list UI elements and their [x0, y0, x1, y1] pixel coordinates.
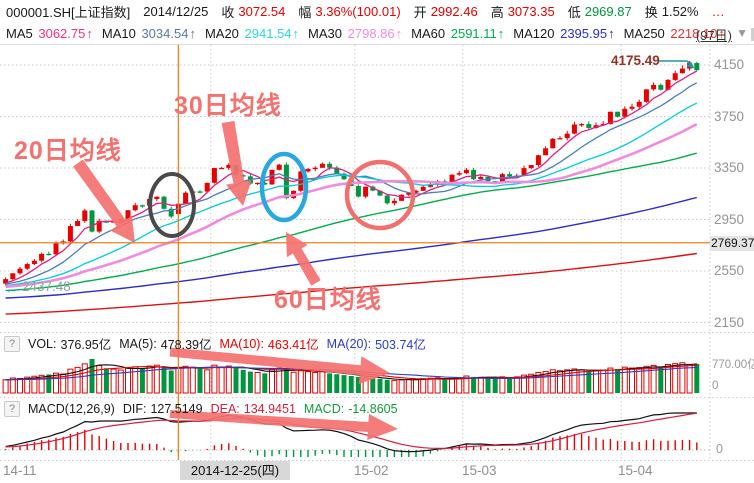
ma250-up-arrow-icon: ↑	[718, 25, 725, 41]
close-value: 3072.54	[238, 3, 286, 19]
dif-value: 127.5149	[150, 402, 203, 416]
time-axis-label: 15-02	[354, 463, 389, 478]
high-marker-arrow-icon	[659, 60, 695, 69]
ma10-label: MA10	[101, 25, 136, 41]
price-tick: 3750	[714, 108, 745, 124]
symbol-name: 000001.SH[上证指数]	[6, 4, 131, 20]
macd-title: MACD(12,26,9)	[28, 402, 115, 416]
price-tick: 2950	[714, 211, 745, 227]
more-button[interactable]: …	[711, 3, 725, 19]
quote-header: 000001.SH[上证指数] 2014/12/25 收 3072.54 幅 3.3…	[0, 0, 754, 22]
change-value: 3.36%(100.01)	[315, 3, 401, 19]
ma30-up-arrow-icon: ↑	[395, 25, 403, 41]
ma60-value: 2591.11	[450, 25, 497, 41]
vol-ma5-label: MA(5):	[119, 336, 157, 351]
volume-axis-max: 770.00亿	[712, 359, 754, 371]
vol-ma10-value: 463.41亿	[267, 338, 319, 352]
window-high-label: 4175.49	[611, 53, 660, 68]
open-value: 2992.46	[430, 3, 478, 19]
ma120-value: 2395.95	[560, 25, 608, 41]
high-value: 3073.35	[507, 3, 555, 19]
dea-label: DEA:	[210, 402, 240, 416]
red-circle-annotation	[344, 159, 416, 231]
quote-date: 2014/12/25	[143, 3, 209, 19]
macd-label: MACD:	[303, 402, 345, 416]
ma20-annotation-text: 20日均线	[14, 137, 122, 165]
vol-ma5-value: 478.39亿	[160, 338, 212, 352]
time-axis-label: 14-11	[3, 463, 37, 478]
window-low-label: 2437.48	[22, 279, 71, 294]
partial-icon	[751, 28, 754, 41]
high-label: 高	[490, 4, 504, 20]
ma30-label: MA30	[308, 25, 343, 41]
ma10-up-arrow-icon: ↑	[189, 25, 196, 41]
macd-value: -14.8605	[348, 402, 398, 416]
time-axis-label: 15-03	[462, 463, 497, 478]
ma5-up-arrow-icon: ↑	[86, 25, 93, 41]
macd-pane-header: ? MACD(12,26,9) DIF: 127.5149 DEA: 134.945…	[4, 401, 398, 417]
period-selector[interactable]: (97日)	[695, 28, 732, 43]
ma60-arrow	[286, 232, 321, 286]
macd-plot	[4, 412, 698, 457]
turnover-value: 1.52%	[661, 3, 699, 19]
chevron-down-icon[interactable]: ▼	[736, 26, 748, 40]
ma30-value: 2798.86	[347, 25, 395, 41]
ma20-label: MA20	[204, 25, 239, 41]
ma20-arrow	[73, 159, 135, 243]
candlesticks	[3, 60, 700, 286]
black-circle-annotation	[148, 172, 196, 238]
vol-ma20-value: 503.74亿	[375, 338, 426, 352]
ma5-value: 3062.75	[38, 25, 86, 41]
vol-label: VOL:	[28, 336, 57, 351]
low-value: 2969.87	[584, 3, 632, 19]
price-tick: 3350	[714, 160, 745, 175]
annotation-shapes	[73, 60, 695, 440]
ma60-label: MA60	[411, 25, 446, 41]
ma-values-bar: MA5 3062.75 ↑ MA10 3034.54 ↑ MA20 2941.54 ↑…	[0, 22, 754, 45]
price-tick: 2150	[714, 314, 745, 330]
ma5-label: MA5	[6, 25, 33, 41]
ma60-annotation-text: 60日均线	[274, 286, 382, 314]
help-icon[interactable]: ?	[4, 335, 20, 352]
change-label: 幅	[298, 4, 312, 20]
volume-axis-min: 0	[712, 380, 719, 392]
crosshair-price-label: 2769.37	[710, 236, 754, 251]
price-ma-lines	[5, 70, 698, 315]
ma250-label: MA250	[623, 25, 665, 41]
ma20-up-arrow-icon: ↑	[292, 25, 300, 41]
selected-date-label: 2014-12-25(四)	[180, 461, 290, 480]
price-tick: 4150	[714, 57, 745, 72]
dif-label: DIF:	[122, 402, 147, 416]
time-axis-label: 15-04	[618, 463, 653, 478]
macd-zero-label: 0	[716, 442, 723, 456]
ma60-up-arrow-icon: ↑	[497, 25, 505, 41]
ma30-arrow	[221, 120, 252, 206]
low-label: 低	[567, 4, 581, 20]
gridlines	[0, 45, 754, 461]
macd-trend-arrow	[169, 410, 398, 440]
volume-trend-arrow	[169, 347, 390, 385]
ma120-up-arrow-icon: ↑	[608, 25, 615, 41]
vol-value: 376.95亿	[60, 338, 112, 352]
ma30-annotation-text: 30日均线	[174, 92, 282, 120]
chart-canvas[interactable]	[0, 45, 754, 483]
ma120-label: MA120	[513, 25, 555, 41]
ma250-value: 2218.10	[670, 25, 718, 41]
vol-ma20-label: MA(20):	[326, 336, 372, 351]
ma10-value: 3034.54	[141, 25, 189, 41]
blue-circle-annotation	[259, 151, 309, 223]
price-tick: 2550	[714, 263, 745, 278]
ma20-value: 2941.54	[244, 25, 292, 41]
dea-value: 134.9451	[243, 402, 296, 416]
vol-ma10-label: MA(10):	[219, 336, 264, 351]
open-label: 开	[413, 4, 427, 20]
volume-pane-header: ? VOL: 376.95亿 MA(5): 478.39亿 MA(10): 463.4…	[4, 334, 426, 353]
close-label: 收	[221, 4, 235, 20]
volume-bars	[2, 359, 700, 394]
help-icon[interactable]: ?	[4, 401, 20, 417]
turnover-label: 换	[644, 4, 658, 20]
crosshair	[0, 45, 710, 460]
left-arrow-icon: ←	[5, 281, 18, 296]
